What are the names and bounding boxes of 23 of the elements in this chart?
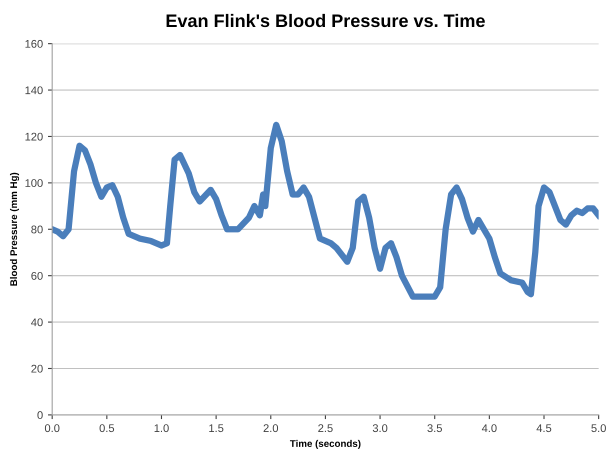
y-tick-label: 140: [25, 86, 43, 94]
y-tick-label: 60: [31, 272, 43, 280]
y-tick-label: 40: [31, 318, 43, 326]
x-tick-label: 2.5: [318, 424, 333, 432]
y-tick-label: 160: [25, 40, 43, 48]
y-tick-label: 120: [25, 132, 43, 141]
y-tick-label: 100: [25, 179, 43, 188]
x-tick-label: 1.0: [154, 424, 169, 432]
x-tick-label: 0.5: [100, 424, 114, 432]
chart-title: Evan Flink's Blood Pressure vs. Time: [166, 14, 485, 28]
x-tick-label: 3.0: [372, 424, 388, 432]
y-tick-label: 0: [37, 411, 43, 420]
x-axis-title: Time (seconds): [290, 440, 361, 449]
x-tick-label: 2.0: [264, 424, 278, 432]
x-tick-label: 5.0: [591, 424, 606, 432]
x-tick-label: 4.0: [482, 424, 497, 432]
y-tick-label: 20: [31, 364, 43, 373]
y-tick-label: 80: [31, 226, 43, 234]
x-tick-label: 0.0: [44, 424, 60, 432]
x-tick-label: 3.5: [427, 424, 442, 432]
y-axis-title: Blood Pressure (mm Hg): [10, 172, 20, 286]
x-tick-label: 1.5: [209, 424, 224, 432]
x-tick-label: 4.5: [536, 424, 552, 432]
